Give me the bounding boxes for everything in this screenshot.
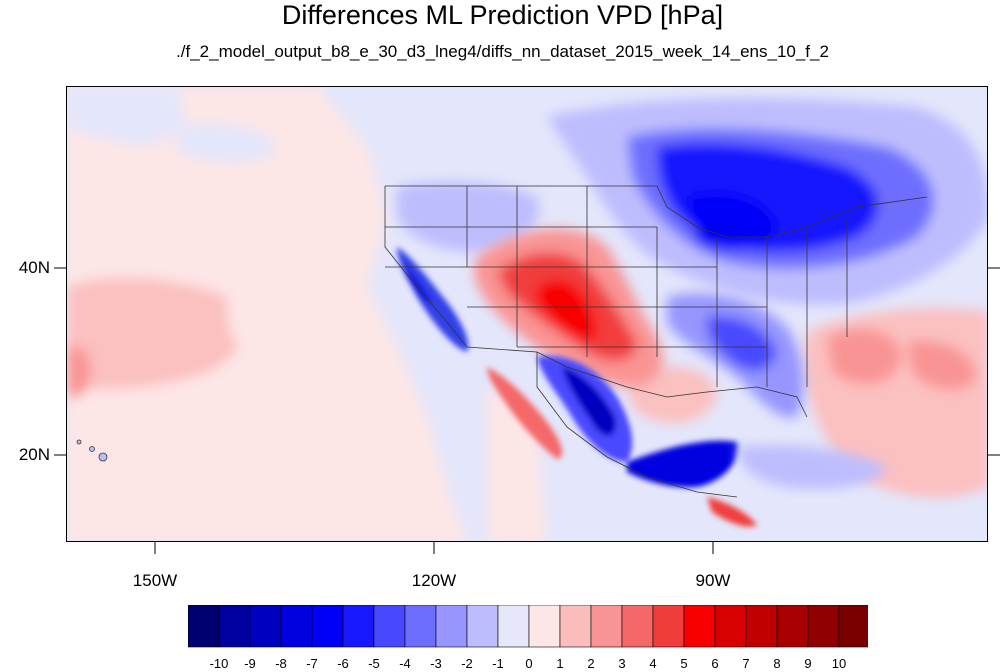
caribbean-light-negative — [737, 445, 887, 489]
axis-ticks — [54, 267, 1000, 554]
colorbar-tick-label: -7 — [306, 656, 318, 671]
colorbar-tick-label: 4 — [649, 656, 657, 671]
colorbar-swatch — [218, 605, 251, 648]
colorbar-swatch — [652, 605, 685, 648]
colorbar-swatch — [280, 605, 313, 648]
colorbar-tick-label: -9 — [244, 656, 256, 671]
lon-label-150w: 150W — [132, 571, 178, 590]
figure-subtitle: ./f_2_model_output_b8_e_30_d3_lneg4/diff… — [176, 42, 829, 61]
colorbar-tick-label: 6 — [711, 656, 719, 671]
colorbar-swatch — [807, 605, 840, 648]
colorbar-swatch — [342, 605, 375, 648]
colorbar-tick-label: 0 — [525, 656, 533, 671]
north-pacific-light-negative — [67, 87, 277, 163]
colorbar-tick-label: -5 — [368, 656, 380, 671]
colorbar-swatch — [249, 605, 282, 648]
lat-label-40n: 40N — [18, 258, 50, 277]
atlantic-positive-anomaly — [627, 308, 987, 498]
colorbar-tick-label: 3 — [618, 656, 626, 671]
colorbar-swatch — [466, 605, 499, 648]
colorbar-tick-label: -4 — [399, 656, 411, 671]
colorbar-swatch — [590, 605, 623, 648]
map-panel — [66, 86, 988, 542]
colorbar-swatch — [621, 605, 654, 648]
colorbar-swatches — [188, 605, 868, 648]
colorbar-tick-label: -8 — [275, 656, 287, 671]
colorbar-tick-label: -3 — [430, 656, 442, 671]
colorbar-swatch — [838, 605, 868, 648]
colorbar-swatch — [683, 605, 716, 648]
colorbar-tick-label: -6 — [337, 656, 349, 671]
southeast-us-negative-anomaly — [667, 293, 804, 418]
southwest-us-positive-anomaly — [474, 228, 663, 387]
colorbar-swatch — [188, 605, 220, 648]
lon-label-90w: 90W — [695, 571, 731, 590]
colorbar-tick-label: -10 — [209, 656, 229, 671]
mexico-highlands-negative-anomaly — [537, 356, 738, 488]
colorbar-swatch — [528, 605, 561, 648]
colorbar-tick-label: 10 — [831, 656, 847, 671]
colorbar-swatch — [745, 605, 778, 648]
colorbar-tick-label: 7 — [742, 656, 750, 671]
colorbar-tick-label: 9 — [804, 656, 812, 671]
colorbar-tick-label: 8 — [773, 656, 781, 671]
colorbar-swatch — [559, 605, 592, 648]
lon-label-120w: 120W — [411, 571, 457, 590]
colorbar-tick-label: 2 — [587, 656, 595, 671]
hawaii-islands — [76, 439, 108, 462]
colorbar-swatch — [373, 605, 406, 648]
colorbar-tick-label: 5 — [680, 656, 688, 671]
colorbar-swatch — [776, 605, 809, 648]
state-boundaries — [384, 185, 928, 498]
colorbar-tick-label: -2 — [461, 656, 473, 671]
lat-label-20n: 20N — [18, 445, 50, 464]
east-pacific-positive-anomaly — [67, 278, 261, 398]
colorbar-swatch — [311, 605, 344, 648]
vpd-difference-map — [67, 87, 987, 541]
colorbar-swatch — [714, 605, 747, 648]
northwest-us-light-negative — [397, 181, 539, 252]
baja-positive-anomaly — [487, 367, 757, 527]
colorbar-tick-label: -1 — [492, 656, 504, 671]
colorbar-swatch — [497, 605, 530, 648]
colorbar-tick-label: 1 — [556, 656, 564, 671]
colorbar-swatch — [435, 605, 468, 648]
figure-title: Differences ML Prediction VPD [hPa] — [281, 0, 724, 30]
colorbar-swatch — [404, 605, 437, 648]
